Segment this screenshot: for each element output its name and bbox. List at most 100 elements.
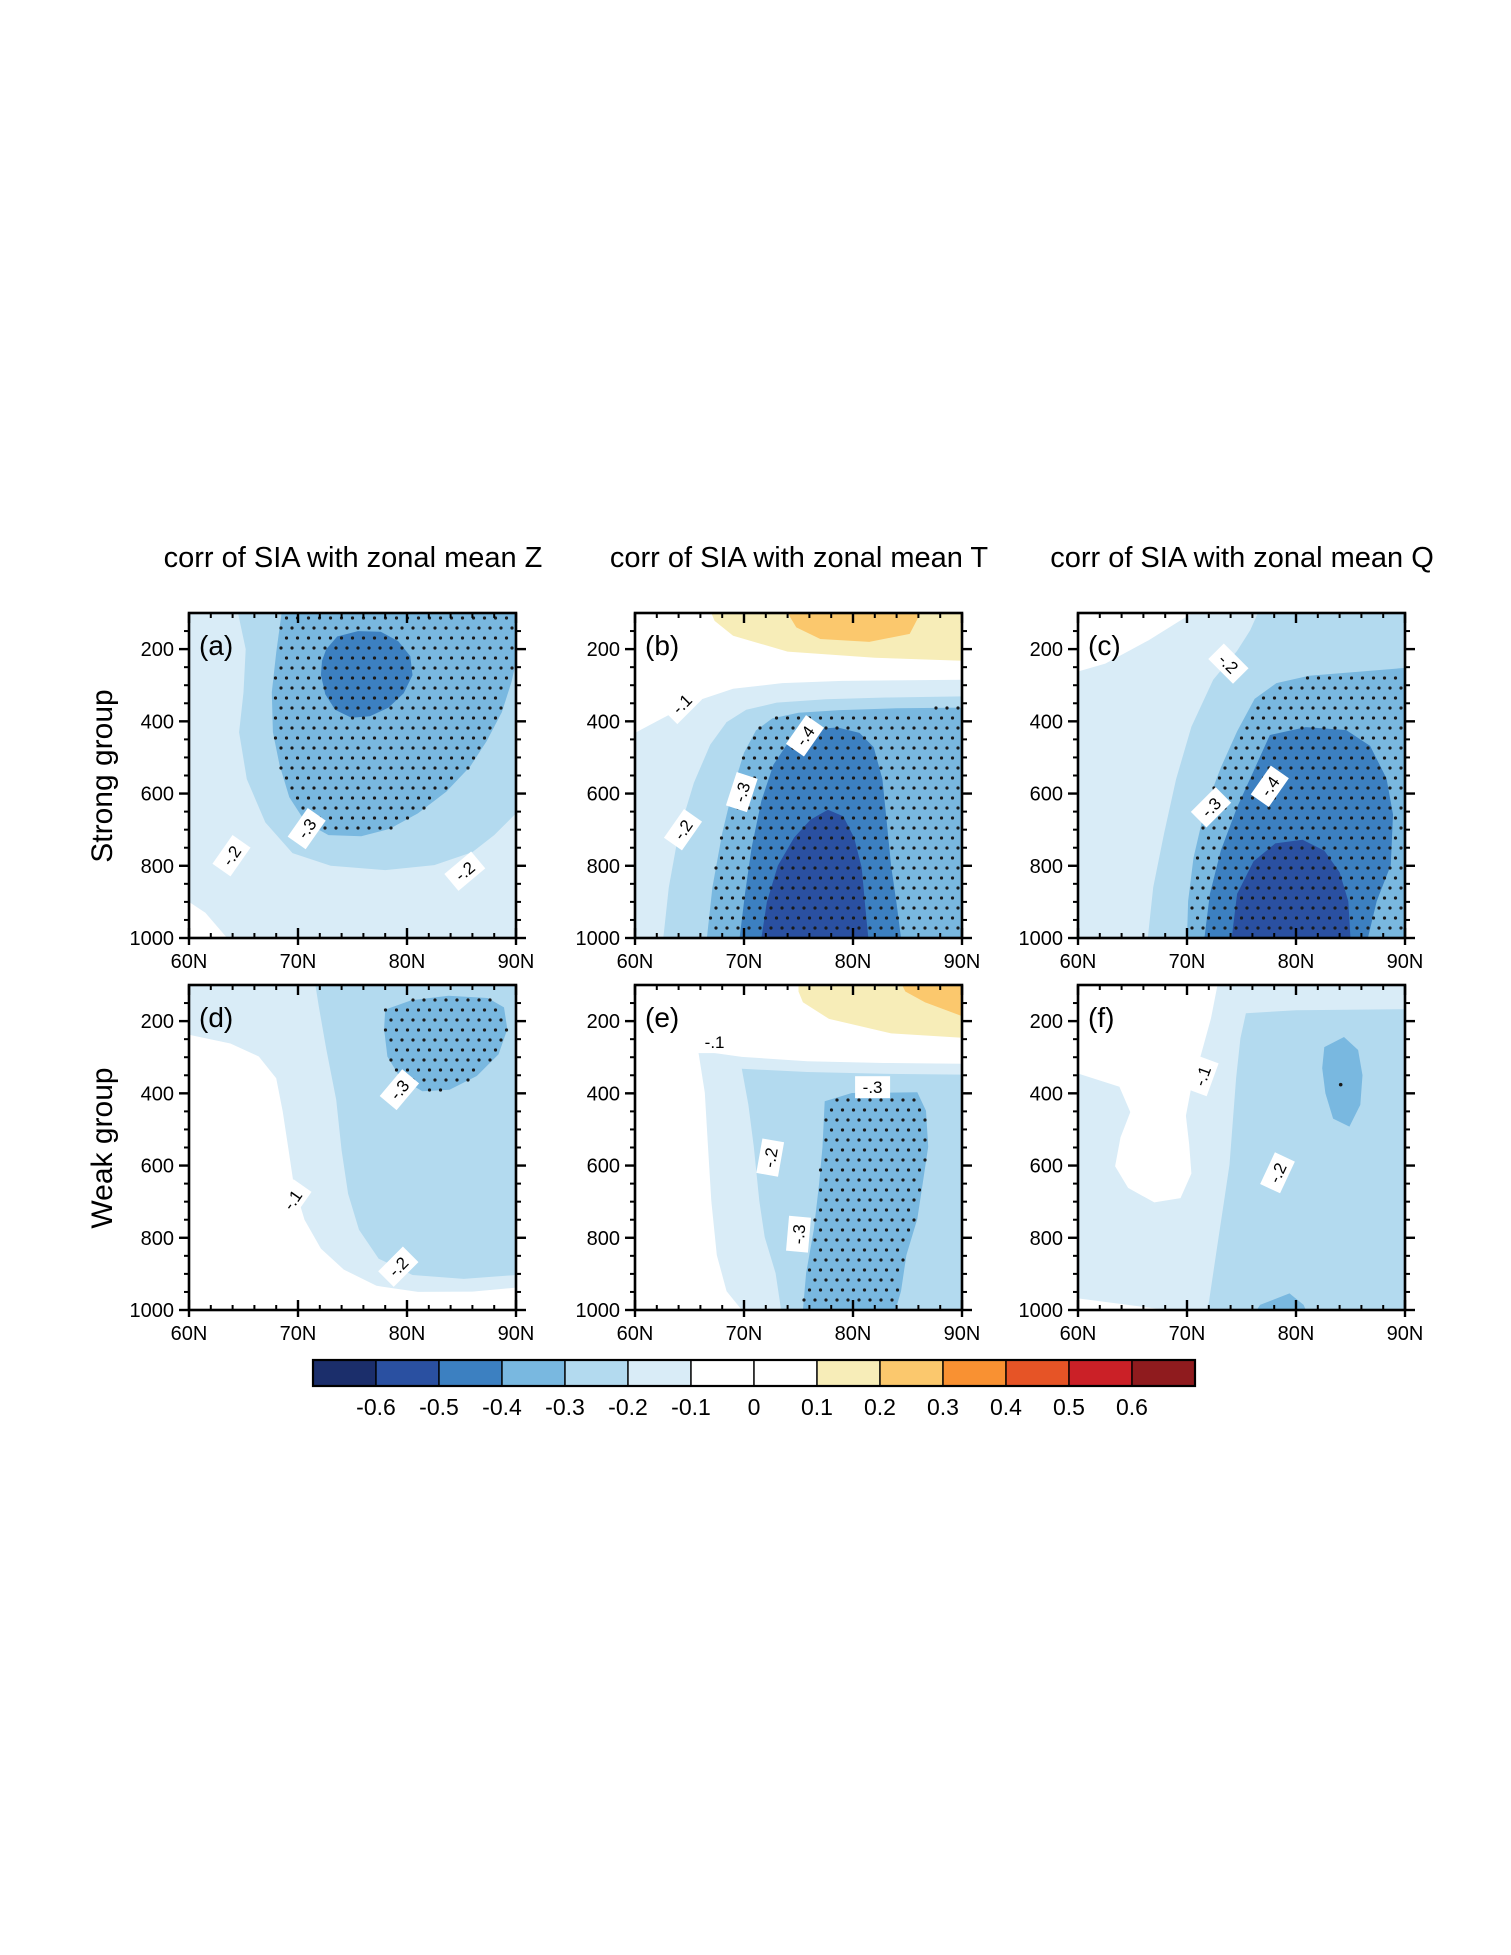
y-tick-label: 200 (141, 639, 174, 661)
y-tick-label: 1000 (130, 1300, 175, 1322)
x-tick-label: 60N (1060, 1323, 1097, 1345)
colorbar-cell (438, 1359, 503, 1387)
stipple-dots (802, 1098, 927, 1302)
y-tick-label: 800 (141, 1228, 174, 1250)
colorbar-cell (753, 1359, 818, 1387)
x-tick-label: 60N (1060, 951, 1097, 973)
colorbar-tick-label: 0.2 (864, 1394, 896, 1420)
x-tick-label: 90N (944, 1323, 981, 1345)
colorbar-tick-label: -0.1 (671, 1394, 711, 1420)
contour-label: -.3 (786, 1215, 811, 1253)
contour-label: -.3 (855, 1076, 891, 1099)
colorbar-tick-label: -0.3 (545, 1394, 585, 1420)
y-tick-label: 200 (587, 639, 620, 661)
svg-text:-.3: -.3 (789, 1224, 810, 1245)
y-tick-label: 1000 (130, 928, 175, 950)
colorbar-frame (311, 1358, 1197, 1388)
x-tick-label: 80N (1278, 951, 1315, 973)
colorbar-cell (879, 1359, 944, 1387)
y-tick-label: 600 (1030, 784, 1063, 806)
contour-label: -.1 (697, 1031, 733, 1054)
contour-region (384, 995, 508, 1092)
colorbar-cell (312, 1359, 377, 1387)
colorbar-tick-label: 0.1 (801, 1394, 833, 1420)
contour-region (1322, 1037, 1363, 1127)
y-tick-label: 800 (587, 856, 620, 878)
column-title-z: corr of SIA with zonal mean Z (163, 542, 543, 574)
column-title-t: corr of SIA with zonal mean T (609, 542, 989, 574)
contour-region (802, 1092, 929, 1310)
x-tick-label: 70N (280, 951, 317, 973)
x-tick-label: 60N (617, 1323, 654, 1345)
axis-ticks (625, 985, 972, 1317)
contour-region (761, 809, 869, 938)
x-tick-label: 60N (171, 951, 208, 973)
x-tick-label: 60N (617, 951, 654, 973)
x-tick-label: 70N (1169, 1323, 1206, 1345)
colorbar-tick-label: 0.4 (990, 1394, 1022, 1420)
colorbar-cell (564, 1359, 629, 1387)
colorbar-tick-label: 0.5 (1053, 1394, 1085, 1420)
colorbar-cell (501, 1359, 566, 1387)
contour-region (1256, 1293, 1306, 1310)
contour-label: -.3 (725, 772, 758, 813)
contour-region (787, 613, 921, 642)
y-tick-label: 600 (141, 1156, 174, 1178)
colorbar-cell (690, 1359, 755, 1387)
contour-label: -.2 (756, 1138, 785, 1177)
y-tick-label: 400 (1030, 1083, 1063, 1105)
colorbar-cell (1005, 1359, 1070, 1387)
colorbar-tick-label: 0.6 (1116, 1394, 1148, 1420)
x-tick-label: 90N (1387, 1323, 1424, 1345)
colorbar-cell (1131, 1359, 1196, 1387)
contour-region (1078, 613, 1193, 672)
stipple-dots (383, 998, 509, 1092)
colorbar-cell (375, 1359, 440, 1387)
x-tick-label: 80N (835, 1323, 872, 1345)
axis-ticks (179, 985, 526, 1317)
panel-letter: (f) (1088, 1002, 1114, 1033)
row-label-strong-group: Strong group (86, 689, 119, 863)
y-tick-label: 1000 (1019, 1300, 1064, 1322)
x-tick-label: 80N (1278, 1323, 1315, 1345)
contour-region (902, 985, 962, 1017)
colorbar-tick-label: 0.3 (927, 1394, 959, 1420)
row-label-weak-group: Weak group (86, 1067, 119, 1229)
y-tick-label: 600 (141, 784, 174, 806)
y-tick-label: 800 (1030, 856, 1063, 878)
svg-text:-.2: -.2 (760, 1146, 782, 1169)
colorbar-cell (627, 1359, 692, 1387)
y-tick-label: 1000 (1019, 928, 1064, 950)
colorbar-cell (942, 1359, 1007, 1387)
svg-text:-.1: -.1 (705, 1033, 725, 1052)
x-tick-label: 70N (280, 1323, 317, 1345)
x-tick-label: 70N (1169, 951, 1206, 973)
y-tick-label: 1000 (576, 928, 621, 950)
x-tick-label: 60N (171, 1323, 208, 1345)
y-tick-label: 400 (141, 711, 174, 733)
x-tick-label: 80N (835, 951, 872, 973)
y-tick-label: 800 (141, 856, 174, 878)
y-tick-label: 200 (1030, 1011, 1063, 1033)
contour-region (189, 901, 228, 938)
colorbar-tick-label: -0.6 (356, 1394, 396, 1420)
x-tick-label: 70N (726, 951, 763, 973)
x-tick-label: 90N (1387, 951, 1424, 973)
contour-region (320, 631, 413, 718)
axis-ticks (1068, 613, 1415, 945)
colorbar-tick-label: 0 (748, 1394, 761, 1420)
y-tick-label: 600 (587, 784, 620, 806)
axis-ticks (625, 613, 972, 945)
panel-letter: (a) (199, 630, 233, 661)
panel-e: -.1 -.3 -.2 -.3 60N 70N 80N 90N 200 400 600 800 1000… (576, 983, 980, 1345)
y-tick-label: 800 (587, 1228, 620, 1250)
colorbar-cell (816, 1359, 881, 1387)
y-tick-label: 600 (1030, 1156, 1063, 1178)
y-tick-label: 200 (587, 1011, 620, 1033)
